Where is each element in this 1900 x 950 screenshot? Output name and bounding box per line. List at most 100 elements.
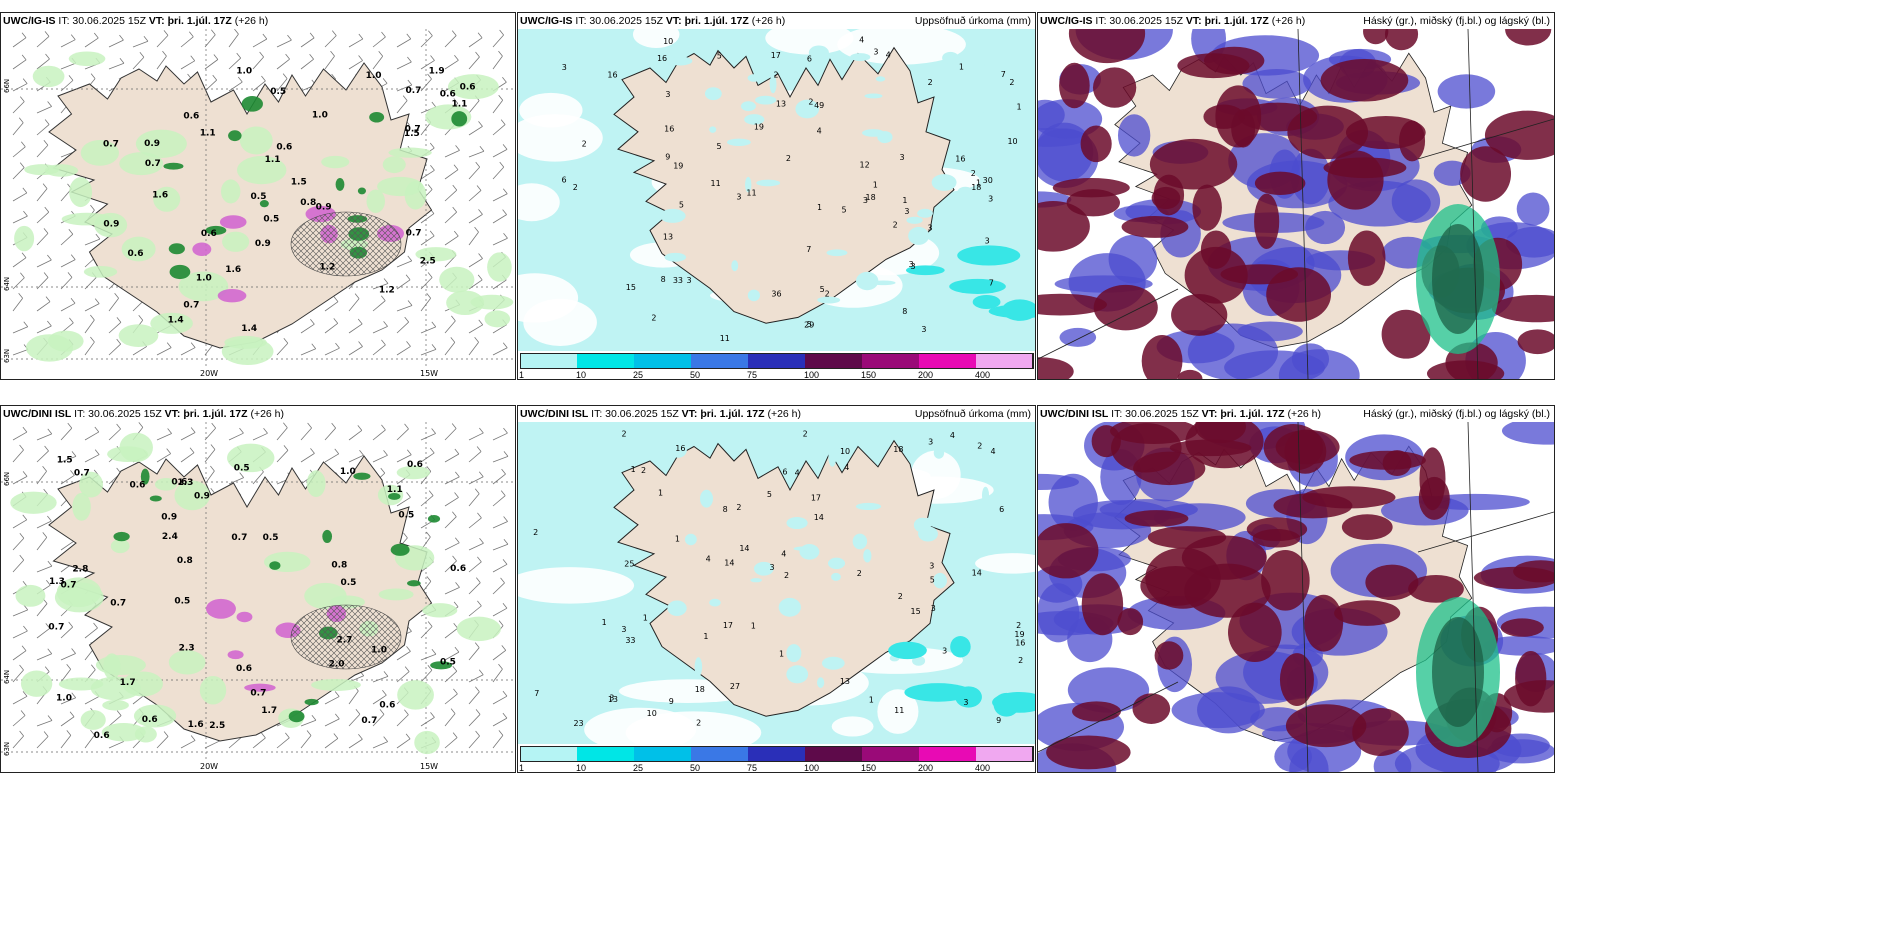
precip-value-label: 1.0 [371,646,387,656]
precip-area [237,155,287,185]
precip-value-label: 0.6 [94,731,110,741]
precip-value-label: 36 [771,289,781,298]
high-cloud [1177,369,1203,379]
precip-value-label: 0.7 [250,688,266,698]
precip-area [439,266,475,293]
low-cloud-core [1432,224,1484,334]
precip-value-label: 6 [782,468,787,477]
precip-value-label: 2.8 [72,564,88,574]
colorbar-swatch [976,746,1034,762]
high-cloud [1072,701,1121,722]
high-cloud [1254,193,1280,249]
precip-area [957,186,974,198]
colorbar-tick: 400 [975,763,991,773]
precip-value-label: 2 [1009,78,1014,87]
precip-area [967,55,985,75]
iceland-land [613,46,955,324]
precip-area [103,653,121,680]
precip-value-label: 0.6 [171,478,187,488]
precip-value-label: 16 [664,124,674,133]
precip-value-label: 0.6 [407,460,423,470]
high-cloud [1352,707,1409,756]
precip-area [875,76,886,82]
precip-value-label: 1.3 [49,577,65,587]
glacier-hatch [290,211,402,277]
precip-value-label: 27 [730,682,740,691]
precip-heavy [904,683,972,702]
precip-area [119,432,153,463]
precip-area [32,65,65,88]
high-cloud [1418,476,1450,520]
precip-value-label: 2 [893,220,898,229]
precip-value-label: 5 [767,490,772,499]
precip-value-label: 1.2 [379,286,395,296]
precip-heavy [241,96,263,112]
precip-area [153,186,181,212]
precip-value-label: 0.6 [183,112,199,122]
precip-area [745,176,752,193]
mid-cloud [1171,692,1265,729]
precip-value-label: 1.1 [200,129,216,139]
precip-value-label: 2 [928,78,933,87]
no-precip-area [831,716,874,737]
precip-value-label: 3 [985,237,990,246]
precip-area [918,526,938,542]
high-cloud [1038,357,1074,379]
mid-cloud [1483,635,1554,656]
panel-title: UWC/DINI ISL IT: 30.06.2025 15Z VT: þri.… [3,408,285,420]
high-cloud [1484,110,1554,160]
precip-area [769,75,777,94]
precip-area [121,236,156,262]
precip-value-label: 17 [723,621,733,630]
precip-area [978,111,985,119]
precip-value-label: 1.5 [291,177,307,187]
precip-value-label: 0.8 [331,560,347,570]
graticule [1038,422,1554,772]
high-cloud [1517,329,1554,355]
precip-value-label: 2 [803,430,808,439]
high-cloud [1177,53,1250,79]
precip-heavy [357,187,367,195]
precip-area [239,126,273,155]
precip-value-label: 23 [573,719,583,728]
precip-value-label: 0.6 [450,564,466,574]
precip-value-label: 3 [929,561,934,570]
precip-value-label: 1 [902,196,907,205]
precip-value-label: 1.7 [120,678,136,688]
precip-heavy [949,278,1006,294]
precip-value-label: 3 [909,260,914,269]
precip-value-label: 0.5 [270,87,286,97]
high-cloud [1154,641,1184,670]
precip-value-label: 1.0 [236,66,252,76]
precip-area [222,231,250,252]
precip-area [15,584,46,607]
high-cloud [1304,594,1344,652]
precip-area [817,296,841,304]
precip-heavy [304,698,319,706]
lat-label: 64N [3,670,11,684]
precip-value-label: 18 [695,685,705,694]
panel-title: UWC/DINI ISL IT: 30.06.2025 15Z VT: þri.… [520,408,1031,420]
precip-value-label: 0.9 [194,492,210,502]
precip-value-label: 0.7 [110,599,126,609]
precip-heavy [957,245,1021,266]
precip-area [80,140,119,166]
precip-value-label: 2.7 [336,636,352,646]
precip-area [755,95,777,105]
precip-value-label: 0.9 [161,512,177,522]
high-cloud [1261,549,1310,611]
precip-area [10,491,57,514]
precip-value-label: 8 [661,275,666,284]
precip-value-label: 0.9 [316,203,332,213]
precip-area [731,260,739,272]
precip-convective [236,611,253,623]
precip-heavy [905,265,945,276]
colorbar-tick: 1 [519,370,525,380]
precip-value-label: 1 [1016,103,1021,112]
precip-value-label: 5 [820,285,825,294]
high-cloud [1323,157,1407,179]
precip-area [684,533,697,546]
precip-value-label: 3 [921,325,926,334]
precip-value-label: 0.7 [405,86,421,96]
